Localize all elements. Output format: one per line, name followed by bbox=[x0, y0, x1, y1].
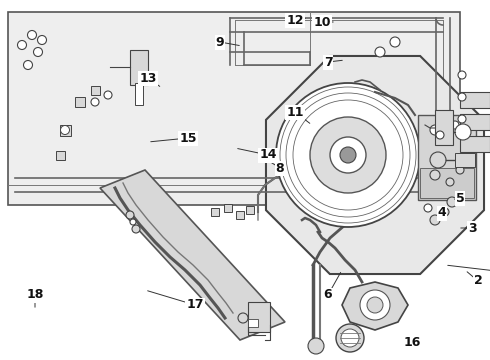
Text: 2: 2 bbox=[474, 274, 482, 288]
Bar bbox=[420, 168, 474, 198]
Circle shape bbox=[104, 91, 112, 99]
Circle shape bbox=[91, 98, 99, 106]
Circle shape bbox=[447, 197, 457, 207]
Circle shape bbox=[430, 170, 440, 180]
Circle shape bbox=[451, 121, 459, 129]
Circle shape bbox=[38, 36, 47, 45]
Circle shape bbox=[27, 31, 36, 40]
Circle shape bbox=[33, 48, 43, 57]
Text: 7: 7 bbox=[323, 55, 332, 68]
Circle shape bbox=[330, 137, 366, 173]
Circle shape bbox=[441, 208, 449, 216]
Circle shape bbox=[456, 166, 464, 174]
Circle shape bbox=[360, 290, 390, 320]
Bar bbox=[246, 206, 254, 214]
Circle shape bbox=[308, 338, 324, 354]
Circle shape bbox=[436, 131, 444, 139]
Polygon shape bbox=[342, 282, 408, 330]
Text: 18: 18 bbox=[26, 288, 44, 302]
Bar bbox=[418, 115, 476, 200]
Bar bbox=[460, 136, 490, 152]
Text: 6: 6 bbox=[324, 288, 332, 302]
Circle shape bbox=[18, 40, 26, 49]
Bar bbox=[236, 211, 244, 219]
Circle shape bbox=[336, 324, 364, 352]
Bar bbox=[435, 110, 453, 145]
Bar bbox=[211, 208, 219, 216]
Text: 15: 15 bbox=[179, 131, 197, 144]
Polygon shape bbox=[100, 170, 285, 340]
Text: 10: 10 bbox=[313, 15, 331, 28]
Text: 17: 17 bbox=[186, 298, 204, 311]
Bar bbox=[55, 150, 65, 159]
Circle shape bbox=[390, 37, 400, 47]
Bar bbox=[59, 125, 71, 135]
Polygon shape bbox=[266, 56, 484, 274]
Text: 13: 13 bbox=[139, 72, 157, 85]
Bar bbox=[460, 92, 490, 108]
Text: 11: 11 bbox=[286, 105, 304, 118]
Text: 12: 12 bbox=[286, 13, 304, 27]
Text: 16: 16 bbox=[403, 336, 421, 348]
Circle shape bbox=[341, 329, 359, 347]
Bar bbox=[75, 97, 85, 107]
Circle shape bbox=[132, 225, 140, 233]
FancyBboxPatch shape bbox=[8, 12, 460, 205]
Text: 3: 3 bbox=[467, 221, 476, 234]
Circle shape bbox=[340, 147, 356, 163]
Text: 4: 4 bbox=[438, 207, 446, 220]
Bar bbox=[248, 302, 270, 332]
Bar bbox=[135, 83, 143, 105]
Circle shape bbox=[424, 204, 432, 212]
Circle shape bbox=[60, 126, 70, 135]
Bar bbox=[91, 85, 99, 94]
Circle shape bbox=[446, 178, 454, 186]
Bar bbox=[455, 153, 475, 167]
Circle shape bbox=[458, 115, 466, 123]
Text: 9: 9 bbox=[216, 36, 224, 49]
Bar bbox=[130, 50, 148, 85]
Bar bbox=[248, 319, 258, 327]
Text: 14: 14 bbox=[259, 148, 277, 162]
Circle shape bbox=[310, 117, 386, 193]
Text: 5: 5 bbox=[456, 192, 465, 204]
Circle shape bbox=[430, 215, 440, 225]
Circle shape bbox=[430, 125, 440, 135]
Circle shape bbox=[130, 219, 136, 225]
Circle shape bbox=[238, 313, 248, 323]
Circle shape bbox=[24, 60, 32, 69]
Circle shape bbox=[375, 47, 385, 57]
Circle shape bbox=[430, 152, 446, 168]
Circle shape bbox=[458, 93, 466, 101]
Bar bbox=[224, 204, 232, 212]
Circle shape bbox=[126, 211, 134, 219]
Bar bbox=[460, 114, 490, 130]
Circle shape bbox=[458, 71, 466, 79]
Circle shape bbox=[276, 83, 420, 227]
Circle shape bbox=[455, 124, 471, 140]
Text: 8: 8 bbox=[276, 162, 284, 175]
Circle shape bbox=[367, 297, 383, 313]
